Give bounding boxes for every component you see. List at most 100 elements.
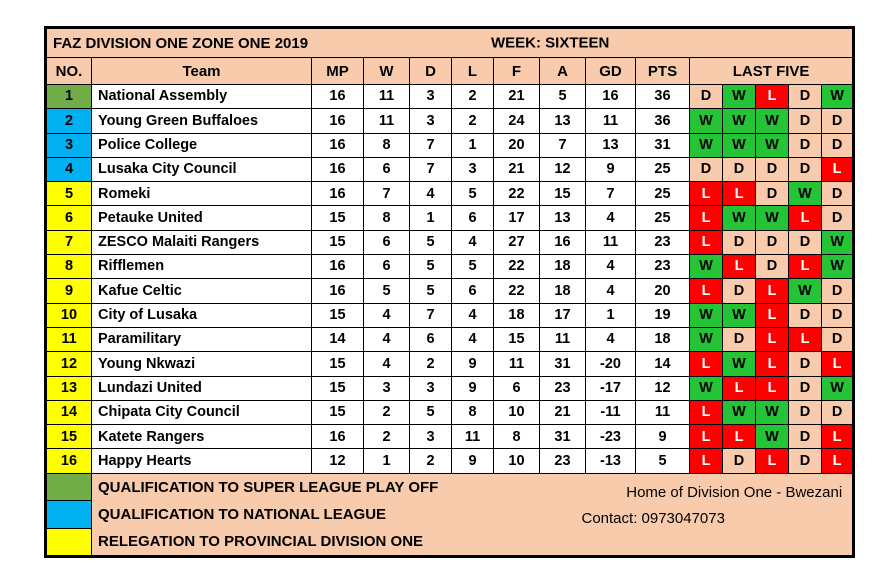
form-cell-1: W bbox=[689, 108, 723, 134]
w-cell: 5 bbox=[363, 278, 410, 304]
table-row: 11 Paramilitary 14 4 6 4 15 11 4 18 W D … bbox=[45, 326, 855, 353]
l-cell: 9 bbox=[451, 375, 494, 401]
form-cell-4: L bbox=[788, 254, 822, 280]
gd-cell: 16 bbox=[585, 83, 636, 110]
l-cell: 5 bbox=[451, 181, 494, 207]
form-cell-4: D bbox=[788, 132, 822, 158]
mp-cell: 16 bbox=[311, 181, 364, 207]
l-cell: 11 bbox=[451, 424, 494, 450]
rank-cell: 15 bbox=[45, 424, 92, 450]
rank-cell: 11 bbox=[45, 326, 92, 353]
w-cell: 4 bbox=[363, 351, 410, 377]
gd-cell: 11 bbox=[585, 108, 636, 134]
form-cell-5: W bbox=[820, 254, 855, 280]
gd-cell: 4 bbox=[585, 278, 636, 304]
form-cell-1: D bbox=[689, 156, 723, 183]
f-cell: 18 bbox=[493, 302, 540, 328]
form-cell-4: D bbox=[788, 424, 822, 450]
pts-cell: 14 bbox=[635, 351, 690, 377]
mp-cell: 16 bbox=[311, 156, 364, 183]
col-header-w: W bbox=[363, 57, 410, 85]
form-cell-1: L bbox=[689, 278, 723, 304]
a-cell: 11 bbox=[539, 326, 586, 353]
mp-cell: 15 bbox=[311, 351, 364, 377]
legend-row: RELEGATION TO PROVINCIAL DIVISION ONE bbox=[45, 527, 854, 558]
form-cell-5: W bbox=[820, 83, 855, 110]
table-row: 2 Young Green Buffaloes 16 11 3 2 24 13 … bbox=[45, 108, 855, 134]
col-header-f: F bbox=[493, 57, 540, 85]
footer-block: Home of Division One - Bwezani Contact: … bbox=[539, 472, 855, 558]
a-cell: 18 bbox=[539, 254, 586, 280]
d-cell: 3 bbox=[409, 375, 452, 401]
form-cell-2: D bbox=[722, 229, 756, 256]
form-cell-1: L bbox=[689, 205, 723, 231]
team-name-cell: Chipata City Council bbox=[91, 399, 312, 426]
table-row: 13 Lundazi United 15 3 3 9 6 23 -17 12 W… bbox=[45, 375, 855, 401]
rank-cell: 7 bbox=[45, 229, 92, 256]
legend-row: QUALIFICATION TO SUPER LEAGUE PLAY OFF H… bbox=[45, 472, 855, 558]
a-cell: 23 bbox=[539, 375, 586, 401]
form-cell-1: W bbox=[689, 326, 723, 353]
pts-cell: 23 bbox=[635, 229, 690, 256]
w-cell: 4 bbox=[363, 326, 410, 353]
form-cell-3: D bbox=[755, 254, 789, 280]
team-name-cell: City of Lusaka bbox=[91, 302, 312, 328]
form-cell-4: D bbox=[788, 399, 822, 426]
a-cell: 17 bbox=[539, 302, 586, 328]
legend-label-national: QUALIFICATION TO NATIONAL LEAGUE bbox=[91, 500, 540, 529]
f-cell: 22 bbox=[493, 254, 540, 280]
form-cell-1: L bbox=[689, 229, 723, 256]
form-cell-3: L bbox=[755, 326, 789, 353]
table-row: 8 Rifflemen 16 6 5 5 22 18 4 23 W L D L … bbox=[45, 254, 855, 280]
form-cell-2: D bbox=[722, 326, 756, 353]
a-cell: 13 bbox=[539, 108, 586, 134]
w-cell: 3 bbox=[363, 375, 410, 401]
d-cell: 3 bbox=[409, 424, 452, 450]
w-cell: 8 bbox=[363, 132, 410, 158]
col-header-mp: MP bbox=[311, 57, 364, 85]
table-row: 3 Police College 16 8 7 1 20 7 13 31 W W… bbox=[45, 132, 855, 158]
f-cell: 22 bbox=[493, 181, 540, 207]
week-label: WEEK: SIXTEEN bbox=[491, 34, 610, 52]
form-cell-4: L bbox=[788, 326, 822, 353]
form-cell-3: W bbox=[755, 132, 789, 158]
form-cell-4: L bbox=[788, 205, 822, 231]
rank-cell: 3 bbox=[45, 132, 92, 158]
form-cell-2: L bbox=[722, 375, 756, 401]
w-cell: 6 bbox=[363, 229, 410, 256]
table-row: 6 Petauke United 15 8 1 6 17 13 4 25 L W… bbox=[45, 205, 855, 231]
form-cell-5: D bbox=[820, 132, 855, 158]
form-cell-5: L bbox=[820, 424, 855, 450]
form-cell-5: W bbox=[820, 375, 855, 401]
team-name-cell: Petauke United bbox=[91, 205, 312, 231]
f-cell: 11 bbox=[493, 351, 540, 377]
col-header-a: A bbox=[539, 57, 586, 85]
l-cell: 4 bbox=[451, 302, 494, 328]
team-name-cell: Kafue Celtic bbox=[91, 278, 312, 304]
l-cell: 8 bbox=[451, 399, 494, 426]
form-cell-2: W bbox=[722, 205, 756, 231]
w-cell: 8 bbox=[363, 205, 410, 231]
mp-cell: 15 bbox=[311, 302, 364, 328]
form-cell-1: W bbox=[689, 254, 723, 280]
form-cell-3: L bbox=[755, 83, 789, 110]
d-cell: 7 bbox=[409, 156, 452, 183]
footer-home-text: Home of Division One - Bwezani bbox=[626, 483, 843, 501]
form-cell-4: D bbox=[788, 302, 822, 328]
l-cell: 2 bbox=[451, 83, 494, 110]
gd-cell: 4 bbox=[585, 326, 636, 353]
l-cell: 5 bbox=[451, 254, 494, 280]
rank-cell: 6 bbox=[45, 205, 92, 231]
form-cell-4: D bbox=[788, 375, 822, 401]
l-cell: 6 bbox=[451, 278, 494, 304]
f-cell: 10 bbox=[493, 399, 540, 426]
mp-cell: 16 bbox=[311, 132, 364, 158]
d-cell: 5 bbox=[409, 278, 452, 304]
legend-label-playoff: QUALIFICATION TO SUPER LEAGUE PLAY OFF bbox=[91, 473, 540, 501]
w-cell: 11 bbox=[363, 108, 410, 134]
team-name-cell: Happy Hearts bbox=[91, 448, 312, 474]
a-cell: 13 bbox=[539, 205, 586, 231]
form-cell-5: D bbox=[820, 399, 855, 426]
form-cell-2: W bbox=[722, 399, 756, 426]
pts-cell: 19 bbox=[635, 302, 690, 328]
